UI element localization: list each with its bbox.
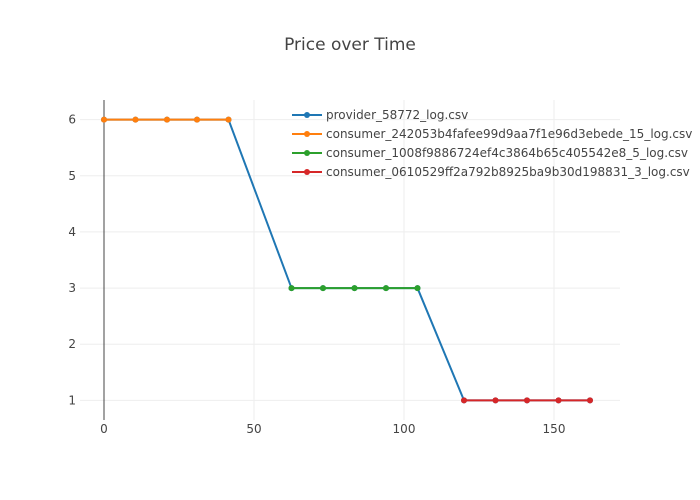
x-tick-label: 100 bbox=[393, 422, 416, 436]
data-point[interactable] bbox=[555, 397, 562, 404]
legend-item-1[interactable]: consumer_242053b4fafee99d9aa7f1e96d3ebed… bbox=[292, 127, 692, 141]
y-tick-label: 2 bbox=[68, 337, 76, 351]
data-point[interactable] bbox=[414, 285, 421, 292]
legend-item-2[interactable]: consumer_1008f9886724ef4c3864b65c405542e… bbox=[292, 146, 688, 160]
chart-title: Price over Time bbox=[284, 35, 416, 55]
x-tick-label: 150 bbox=[543, 422, 566, 436]
legend-swatch-marker bbox=[304, 150, 310, 156]
y-tick-label: 5 bbox=[68, 169, 76, 183]
data-point[interactable] bbox=[524, 397, 530, 404]
y-tick-label: 4 bbox=[68, 225, 76, 239]
legend-swatch-marker bbox=[304, 112, 310, 118]
y-tick-label: 3 bbox=[68, 281, 76, 295]
axes: 0 50 100 150 1 2 3 4 5 6 bbox=[68, 100, 565, 436]
data-point[interactable] bbox=[351, 285, 358, 292]
x-tick-label: 50 bbox=[246, 422, 261, 436]
legend-swatch-marker bbox=[304, 131, 310, 137]
legend-label: consumer_0610529ff2a792b8925ba9b30d19883… bbox=[326, 165, 690, 179]
y-tick-label: 6 bbox=[68, 113, 76, 127]
y-tick-label: 1 bbox=[68, 393, 76, 407]
legend-label: consumer_1008f9886724ef4c3864b65c405542e… bbox=[326, 146, 688, 160]
data-point[interactable] bbox=[225, 116, 232, 123]
data-point[interactable] bbox=[492, 397, 499, 404]
legend-label: provider_58772_log.csv bbox=[326, 108, 468, 122]
series-2[interactable] bbox=[288, 285, 421, 292]
x-tick-label: 0 bbox=[100, 422, 108, 436]
data-point[interactable] bbox=[132, 116, 139, 123]
legend-item-0[interactable]: provider_58772_log.csv bbox=[292, 108, 468, 122]
legend-label: consumer_242053b4fafee99d9aa7f1e96d3ebed… bbox=[326, 127, 692, 141]
data-point[interactable] bbox=[587, 397, 593, 404]
series-layer bbox=[101, 116, 593, 404]
series-1[interactable] bbox=[101, 116, 232, 123]
legend-item-3[interactable]: consumer_0610529ff2a792b8925ba9b30d19883… bbox=[292, 165, 690, 179]
legend[interactable]: provider_58772_log.csv consumer_242053b4f… bbox=[292, 108, 692, 179]
data-point[interactable] bbox=[101, 116, 107, 123]
data-point[interactable] bbox=[194, 116, 200, 123]
data-point[interactable] bbox=[383, 285, 389, 292]
series-3[interactable] bbox=[461, 397, 593, 404]
data-point[interactable] bbox=[288, 285, 295, 292]
data-point[interactable] bbox=[320, 285, 326, 292]
data-point[interactable] bbox=[461, 397, 467, 404]
data-point[interactable] bbox=[164, 116, 170, 123]
legend-swatch-marker bbox=[304, 169, 310, 175]
